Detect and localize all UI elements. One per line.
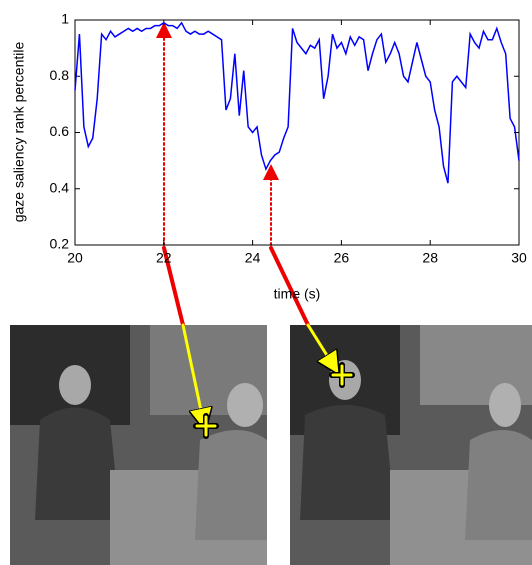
y-tick-label: 0.8: [50, 67, 70, 83]
x-axis-label: time (s): [274, 286, 321, 302]
gaze-arrows: [156, 22, 355, 439]
axes-box: [74, 19, 520, 246]
x-tick-label: 20: [67, 250, 83, 266]
x-tick-label: 26: [334, 250, 350, 266]
y-tick-label: 0.6: [50, 123, 70, 139]
y-tick-label: 0.4: [50, 179, 70, 195]
y-tick-label: 0.2: [50, 236, 70, 252]
x-tick-label: 24: [245, 250, 261, 266]
video-frame-left: [10, 325, 267, 565]
video-frame-right: [290, 325, 532, 565]
x-tick-label: 22: [156, 250, 172, 266]
y-axis-label: gaze saliency rank percentile: [11, 42, 27, 223]
x-tick-label: 30: [511, 250, 527, 266]
data-line: [74, 21, 520, 184]
x-tick-label: 28: [422, 250, 438, 266]
y-tick-label: 1: [61, 11, 69, 27]
